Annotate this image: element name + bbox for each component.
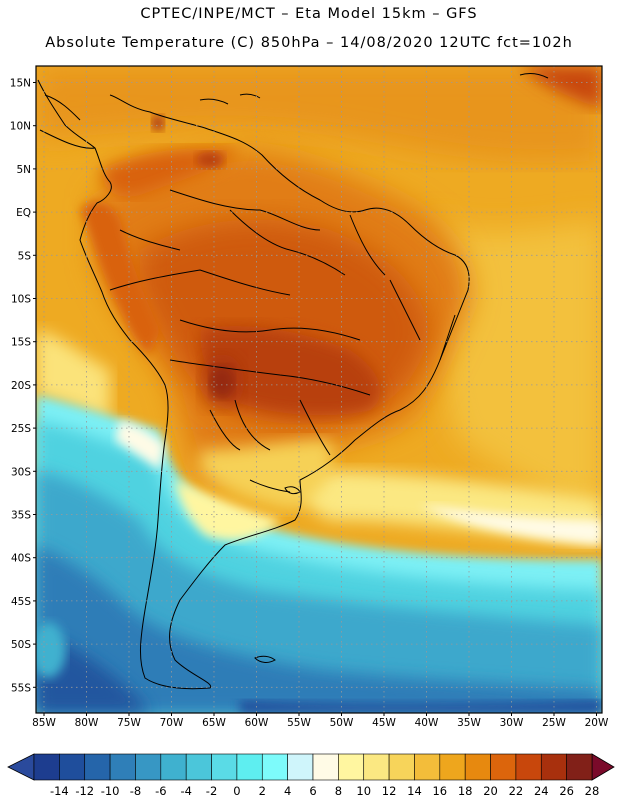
lat-label-20s: 20S [11,380,31,392]
colorbar-label: 4 [284,784,291,798]
colorbar-swatch [84,753,111,781]
lat-label-15n: 15N [10,78,31,90]
colorbar-swatch [439,753,466,781]
lon-label-40w: 40W [415,717,439,729]
colorbar-label: 20 [483,784,498,798]
colorbar-label: 2 [259,784,266,798]
lon-label-50w: 50W [330,717,354,729]
colorbar-swatch [59,753,86,781]
lat-label-eq: EQ [16,207,31,219]
colorbar-swatch [414,753,441,781]
lat-label-10n: 10N [10,121,31,133]
temperature-field [36,66,602,713]
lon-label-70w: 70W [160,717,184,729]
lon-label-85w: 85W [32,717,56,729]
chart-title-line1: CPTEC/INPE/MCT – Eta Model 15km – GFS [140,6,478,22]
lon-label-80w: 80W [75,717,99,729]
lon-label-45w: 45W [372,717,396,729]
lon-label-25w: 25W [542,717,566,729]
colorbar-swatch [566,753,593,781]
colorbar-label: 10 [356,784,371,798]
colorbar-swatch [160,753,187,781]
colorbar-label: 12 [382,784,397,798]
colorbar-swatch [464,753,491,781]
lat-label-15s: 15S [11,337,31,349]
lon-label-60w: 60W [245,717,269,729]
colorbar-label: 18 [458,784,473,798]
lat-label-35s: 35S [11,510,31,522]
colorbar-label: 0 [233,784,240,798]
colorbar-swatch [236,753,263,781]
lat-label-50s: 50S [11,639,31,651]
lat-label-30s: 30S [11,466,31,478]
colorbar-high-arrow [591,753,615,781]
colorbar-label: -4 [180,784,191,798]
lat-label-40s: 40S [11,553,31,565]
colorbar-swatch [540,753,567,781]
colorbar-swatch [211,753,238,781]
lon-label-55w: 55W [287,717,311,729]
colorbar-label: 16 [432,784,447,798]
colorbar-swatch [109,753,136,781]
lat-label-10s: 10S [11,294,31,306]
colorbar-label: -6 [155,784,166,798]
coastline-borders [37,73,549,690]
colorbar-swatch [185,753,212,781]
lat-label-5n: 5N [16,164,31,176]
colorbar-swatch [135,753,162,781]
lat-label-25s: 25S [11,423,31,435]
colorbar-label: -14 [50,784,69,798]
lon-label-20w: 20W [585,717,609,729]
colorbar-label: 24 [534,784,549,798]
colorbar-swatch [363,753,390,781]
lat-label-55s: 55S [11,682,31,694]
colorbar-label: -2 [206,784,217,798]
colorbar-swatch [515,753,542,781]
colorbar-label: -10 [101,784,120,798]
colorbar-label: 28 [585,784,600,798]
colorbar-swatch [338,753,365,781]
lat-label-45s: 45S [11,596,31,608]
colorbar-swatch [490,753,517,781]
colorbar-swatch [261,753,288,781]
colorbar-swatch [33,753,60,781]
colorbar-label: 6 [309,784,316,798]
colorbar-label: 22 [509,784,524,798]
colorbar-label: 8 [335,784,342,798]
lon-label-65w: 65W [202,717,226,729]
longitude-labels: 85W 80W 75W 70W 65W 60W 55W 50W 45W 40W 35W 30W 25W 2… [32,713,609,729]
colorbar-low-arrow [7,753,35,781]
lon-label-75w: 75W [117,717,141,729]
colorbar-swatch [388,753,415,781]
colorbar-label: -12 [75,784,94,798]
colorbar-label: 14 [407,784,422,798]
colorbar-swatch [287,753,314,781]
map-frame [35,65,603,714]
chart-title-line2: Absolute Temperature (C) 850hPa – 14/08/… [45,35,573,51]
colorbar-label: 26 [559,784,574,798]
latitude-labels: 15N 10N 5N EQ 5S 10S 15S 20S 25S 30S 35S 40S 45S 50S 5… [10,78,36,694]
colorbar-swatch [312,753,339,781]
colorbar-label: -8 [130,784,141,798]
lon-label-35w: 35W [457,717,481,729]
lat-label-5s: 5S [18,250,32,262]
colorbar: -14 -12 -10 -8 -6 -4 -2 0 2 4 6 8 10 12 14 16 18 20 22 24 26… [7,753,615,798]
lon-label-30w: 30W [500,717,524,729]
